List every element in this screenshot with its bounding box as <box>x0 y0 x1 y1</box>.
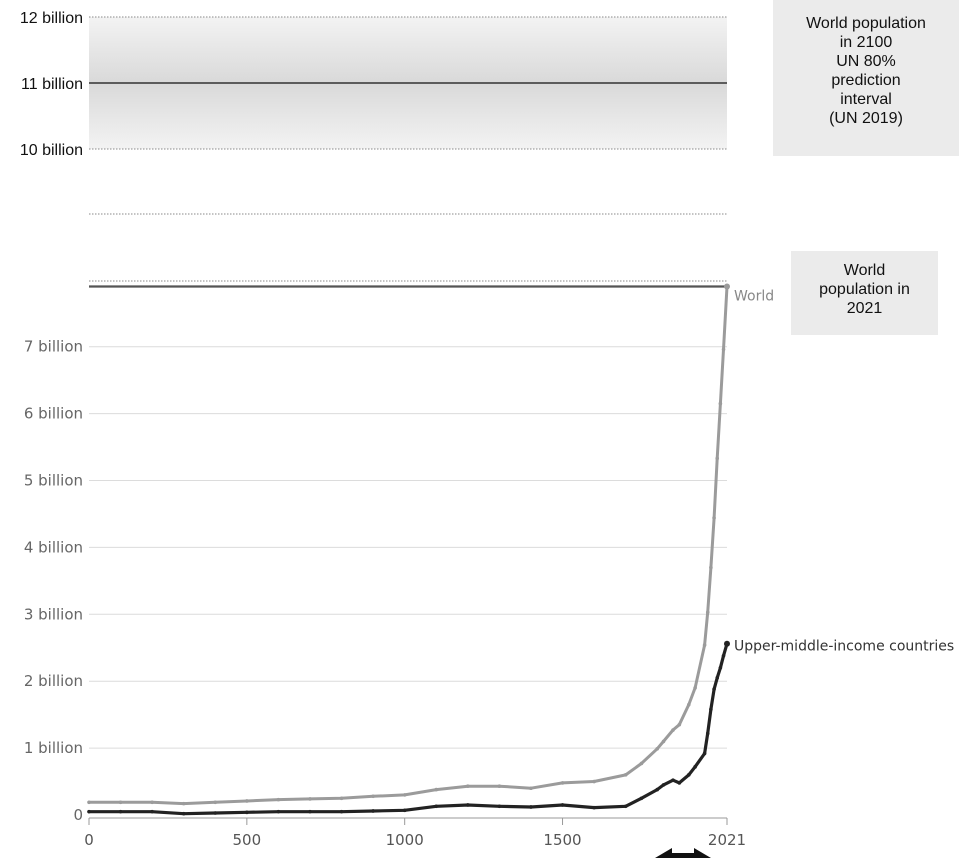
upper-middle-income-data-point <box>671 778 675 783</box>
annotation-2021-line-1: World <box>843 262 886 279</box>
world-data-point <box>118 800 123 805</box>
upper-middle-income-data-point <box>721 653 726 658</box>
upper-middle-income-series-label: Upper-middle-income countries <box>734 639 954 655</box>
world-data-point <box>715 456 720 461</box>
world-data-point <box>623 773 628 777</box>
annotation-2100-line-5: interval <box>840 91 892 108</box>
world-data-point <box>677 722 682 727</box>
upper-middle-income-data-point <box>560 803 565 807</box>
upper-middle-income-data-point <box>87 809 91 814</box>
world-data-point <box>687 702 691 707</box>
x-tick-label: 500 <box>233 831 262 849</box>
upper-middle-income-data-point <box>529 805 533 809</box>
y-tick-label: 2 billion <box>24 672 83 690</box>
y-tick-label-upper: 11 billion <box>21 76 83 93</box>
upper-middle-income-data-point <box>466 803 470 807</box>
y-tick-label: 6 billion <box>24 405 83 423</box>
world-data-point <box>371 794 375 799</box>
world-data-point <box>213 800 218 805</box>
upper-middle-income-data-point <box>181 811 186 816</box>
world-data-point <box>671 728 675 732</box>
world-data-point <box>402 793 407 797</box>
world-data-point <box>721 347 726 352</box>
world-data-point <box>655 746 660 751</box>
y-tick-label: 5 billion <box>24 472 83 490</box>
upper-middle-income-data-point <box>402 808 407 813</box>
x-tick-label: 0 <box>84 831 94 849</box>
upper-middle-income-data-point <box>677 781 682 785</box>
world-series-line <box>87 285 729 806</box>
upper-middle-income-data-point <box>276 809 281 814</box>
x-tick-label: 2021 <box>708 831 746 849</box>
annotation-2021-line-3: 2021 <box>846 300 883 317</box>
upper-middle-income-data-point <box>718 666 723 670</box>
y-tick-label-upper: 12 billion <box>20 10 83 27</box>
upper-middle-income-data-point <box>687 773 691 777</box>
y-tick-label: 7 billion <box>24 338 83 356</box>
world-data-point <box>702 643 707 647</box>
upper-middle-income-data-point <box>661 783 666 787</box>
upper-middle-income-data-point <box>715 676 720 680</box>
upper-middle-income-data-point <box>497 804 502 809</box>
upper-middle-income-data-point <box>639 796 644 801</box>
annotation-2021-line-2: population in <box>819 281 910 298</box>
upper-middle-income-data-point <box>245 810 249 815</box>
world-data-point <box>245 799 249 803</box>
world-data-point <box>150 800 154 805</box>
upper-middle-income-data-point <box>702 751 707 756</box>
world-data-point <box>661 739 666 744</box>
upper-middle-income-data-point <box>150 809 154 814</box>
upper-middle-income-data-point <box>712 687 716 692</box>
upper-middle-income-data-point <box>623 804 628 809</box>
world-data-point <box>339 796 344 801</box>
y-tick-label-upper: 10 billion <box>20 142 83 159</box>
world-data-point <box>639 761 644 766</box>
world-data-point <box>87 800 91 805</box>
upper-middle-income-data-point <box>371 809 375 813</box>
upper-middle-income-data-point <box>693 765 697 769</box>
world-data-point <box>693 686 697 690</box>
world-data-point <box>718 401 723 406</box>
world-data-point <box>592 779 596 784</box>
upper-middle-income-data-point <box>709 707 713 712</box>
y-tick-label: 3 billion <box>24 605 83 623</box>
world-data-point <box>712 516 716 520</box>
annotation-2021-population: World population in 2021 <box>791 251 938 335</box>
world-data-point <box>705 610 710 615</box>
world-data-point <box>276 797 281 802</box>
upper-middle-income-data-point <box>213 811 218 815</box>
annotation-2100-line-4: prediction <box>831 72 901 89</box>
world-data-point <box>181 801 186 806</box>
series-end-point <box>724 640 730 647</box>
upper-middle-income-data-point <box>705 731 710 736</box>
annotation-2100-line-3: UN 80% <box>836 53 896 70</box>
annotation-2100-line-6: (UN 2019) <box>829 110 903 127</box>
double-arrow-icon <box>655 848 711 858</box>
series-end-point <box>724 283 730 290</box>
annotation-2100-line-2: in 2100 <box>839 34 893 51</box>
world-data-point <box>709 565 713 570</box>
world-data-point <box>529 786 533 791</box>
upper-middle-income-data-point <box>308 809 312 814</box>
world-data-point <box>497 784 502 789</box>
x-tick-label: 1000 <box>386 831 424 849</box>
x-tick-label: 1500 <box>543 831 581 849</box>
upper-middle-income-series-line <box>87 642 729 816</box>
world-data-point <box>466 784 470 789</box>
world-data-point <box>560 781 565 785</box>
world-data-point <box>308 797 312 801</box>
upper-middle-income-data-point <box>655 787 660 792</box>
annotation-2100-prediction: World population in 2100 UN 80% predicti… <box>773 0 959 156</box>
upper-middle-income-data-point <box>434 804 439 809</box>
upper-middle-income-data-point <box>118 809 123 814</box>
y-tick-label: 0 <box>73 806 83 824</box>
world-series-label: World <box>734 288 774 304</box>
world-data-point <box>434 787 439 792</box>
upper-middle-income-data-point <box>339 809 344 814</box>
upper-middle-income-data-point <box>592 805 596 810</box>
y-tick-label: 4 billion <box>24 538 83 556</box>
y-tick-label: 1 billion <box>24 739 83 757</box>
annotation-2100-line-1: World population <box>806 15 926 32</box>
